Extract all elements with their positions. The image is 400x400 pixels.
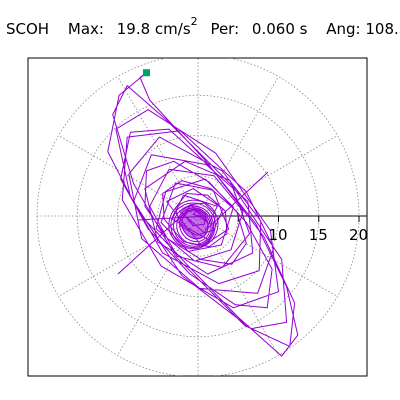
ring-label-20: 20 (349, 226, 368, 244)
trace-spike-left (137, 215, 209, 221)
grid-spoke-150 (58, 135, 199, 217)
grid-spoke-210 (58, 215, 199, 297)
max-label: Max: (67, 20, 104, 38)
ring-label-15: 15 (309, 226, 328, 244)
plot-frame (27, 57, 368, 377)
trace-spike-ne (207, 171, 269, 229)
ang-label: Ang: (326, 20, 361, 38)
grid-spoke-120 (117, 76, 199, 217)
max-marker-square (142, 69, 150, 77)
ang-value: 108.5 (365, 20, 400, 38)
per-value: 0.060 s (251, 20, 308, 38)
header-readout: SCOH Max: 19.8 cm/s2 Per: 0.060 s Ang: 1… (6, 15, 400, 38)
max-amplitude-marker (142, 69, 150, 77)
grid-spoke-330 (197, 215, 338, 297)
grid-spoke-300 (197, 215, 279, 356)
trace-polyline (107, 72, 299, 357)
ring-label-10: 10 (269, 226, 288, 244)
grid-spoke-60 (197, 76, 279, 217)
per-label: Per: (210, 20, 240, 38)
trace-spike-sw (117, 209, 189, 275)
max-unit-exponent: 2 (190, 15, 198, 28)
trace-core-fill (179, 204, 210, 240)
grid-spoke-30 (197, 135, 338, 217)
particle-motion-trace (107, 72, 299, 357)
station-code: SCOH (6, 20, 50, 38)
max-unit: cm/s (154, 20, 191, 38)
trace-core-loop-4 (170, 202, 216, 248)
grid-spoke-240 (117, 215, 199, 356)
trace-core-loop-5 (168, 199, 219, 250)
ring-labels: 10 15 20 (269, 226, 369, 244)
max-value: 19.8 (116, 20, 151, 38)
